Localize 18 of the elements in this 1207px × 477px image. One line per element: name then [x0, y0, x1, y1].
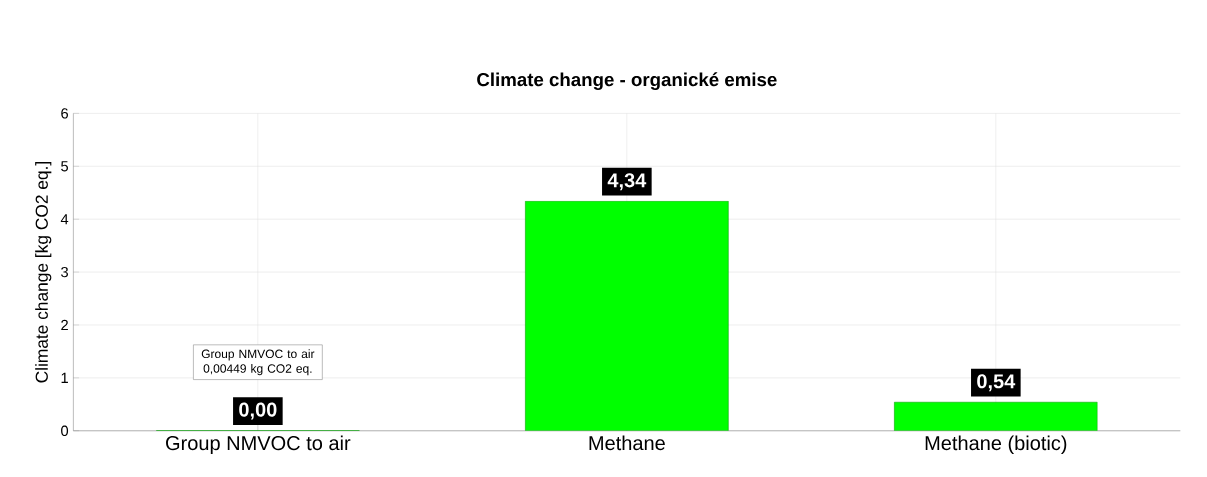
data-label: 0,00: [239, 402, 277, 420]
y-tick-label: 0: [61, 425, 69, 436]
bar: [525, 200, 729, 431]
y-axis-title: Climate change [kg CO2 eq.]: [35, 161, 52, 383]
data-label: 4,34: [607, 172, 647, 191]
y-tick-label: 6: [61, 107, 68, 119]
x-tick-label: Methane: [589, 435, 665, 450]
y-tick-label: 4: [60, 213, 69, 224]
data-label: 0,54: [977, 373, 1016, 392]
annotation: Group NMVOC to air 0,00449 kg CO2 eq.: [201, 349, 315, 375]
x-tick-label: Methane (biotic): [925, 435, 1067, 454]
y-tick-label: 5: [61, 160, 69, 172]
y-tick-label: 3: [61, 266, 68, 278]
y-tick-label: 1: [61, 372, 68, 383]
bar: [894, 401, 1098, 431]
chart-title: Climate change - organické emise: [477, 72, 777, 90]
y-tick-label: 2: [61, 319, 68, 330]
x-tick-label: Group NMVOC to air: [166, 435, 351, 454]
